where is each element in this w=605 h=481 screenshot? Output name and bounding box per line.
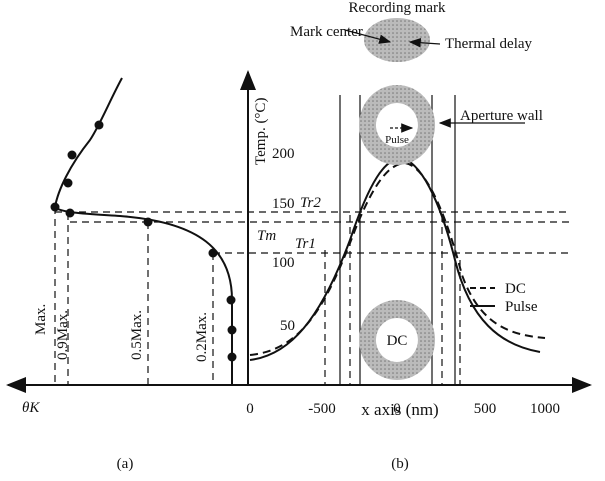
- guide-lines: [54, 207, 570, 385]
- recording-mark: [364, 18, 430, 62]
- label: Recording mark: [348, 0, 446, 16]
- level-label: 0.2Max.: [194, 312, 210, 362]
- level-label: 0.5Max.: [129, 310, 145, 360]
- legend-label: DC: [505, 281, 526, 297]
- level-label: 0.9Max.: [55, 310, 71, 360]
- y-axis-label: Temp. (°C): [253, 98, 269, 165]
- x-tick-label: 500: [474, 401, 497, 417]
- y-tick-label: 50: [280, 318, 295, 334]
- panel-label: (a): [117, 456, 134, 472]
- label: Tr1: [295, 236, 316, 252]
- x-axis-label: x axis (nm): [361, 400, 438, 419]
- x-tick-label: 1000: [530, 401, 560, 417]
- legend-label: Pulse: [505, 299, 538, 315]
- label: Tr2: [300, 195, 321, 211]
- y-tick-label: 150: [272, 196, 295, 212]
- pointers: [344, 29, 525, 133]
- level-label: Max.: [33, 304, 49, 335]
- ring-dc: [359, 300, 436, 380]
- x-tick-label: 0: [393, 401, 401, 417]
- label: θK: [22, 400, 40, 416]
- x-tick-label: 0: [246, 401, 254, 417]
- label: Tm: [257, 228, 276, 244]
- data-dots: [50, 120, 237, 362]
- left-curve: [53, 77, 233, 385]
- axes: [6, 70, 592, 393]
- dc-curve: [249, 161, 546, 356]
- label: Aperture wall: [460, 108, 543, 124]
- label: Pulse: [385, 134, 409, 146]
- x-tick-label: -500: [308, 401, 336, 417]
- label: DC: [387, 333, 408, 349]
- label: Thermal delay: [445, 36, 533, 52]
- y-tick-label: 200: [272, 146, 295, 162]
- y-tick-label: 100: [272, 255, 295, 271]
- panel-label: (b): [391, 456, 409, 472]
- ring-pulse: [359, 85, 436, 165]
- label: Mark center: [290, 24, 363, 40]
